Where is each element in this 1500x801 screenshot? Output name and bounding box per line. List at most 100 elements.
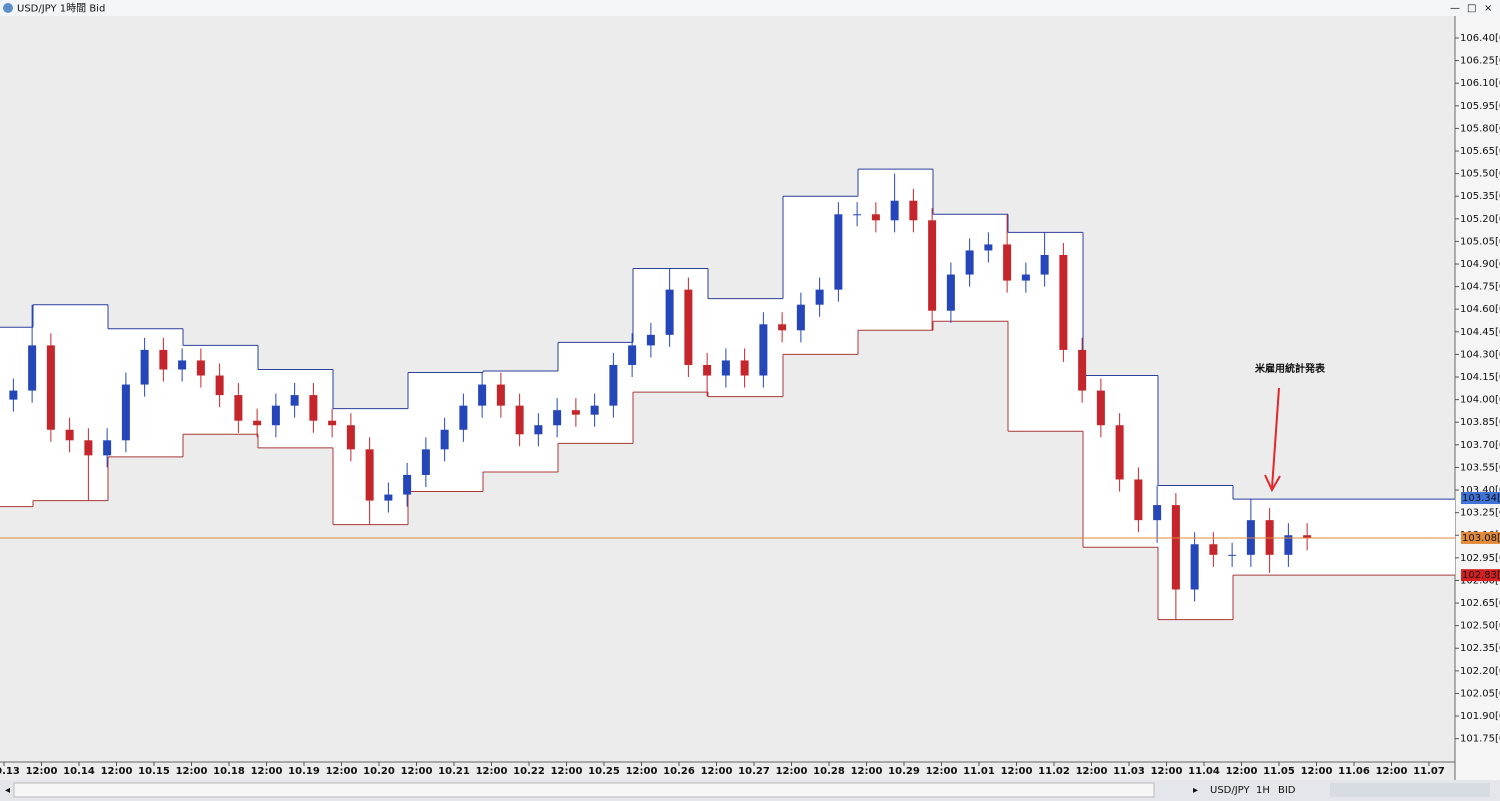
range-box — [708, 298, 783, 397]
y-tick-label: 103.55[0 — [1460, 462, 1500, 473]
y-tick-label: 102.20[0 — [1460, 666, 1500, 677]
y-tick-label: 105.50[0 — [1460, 169, 1500, 180]
y-tick-label: 103.40[0 — [1460, 485, 1500, 496]
range-box — [33, 304, 108, 501]
y-tick-label: 106.40[0 — [1460, 33, 1500, 44]
x-tick-label: 12:00 — [101, 766, 133, 777]
x-tick-label: 12:00 — [1301, 766, 1333, 777]
annotation-arrow — [1271, 387, 1280, 489]
range-box — [108, 328, 183, 457]
x-tick-label: 12:00 — [701, 766, 733, 777]
y-tick-label: 102.35[0 — [1460, 643, 1500, 654]
scroll-left[interactable]: ◂ — [5, 785, 10, 796]
y-tick-label: 102.65[0 — [1460, 598, 1500, 609]
scrollbar[interactable] — [13, 782, 1155, 798]
candle-body — [628, 345, 637, 365]
x-tick-label: 11.05 — [1263, 766, 1295, 777]
maximize-button[interactable]: □ — [1467, 3, 1476, 14]
candle-body — [1096, 390, 1105, 426]
close-button[interactable]: × — [1484, 3, 1492, 14]
candle-body — [1153, 505, 1162, 521]
range-box — [858, 169, 933, 331]
candle-body — [984, 244, 993, 251]
x-tick-label: 12:00 — [926, 766, 958, 777]
x-tick-label: 10.14 — [63, 766, 95, 777]
candle-body — [721, 360, 730, 376]
candle-body — [965, 250, 974, 275]
scroll-right[interactable]: ▸ — [1193, 785, 1198, 796]
x-tick-label: 10.20 — [363, 766, 395, 777]
candle-body — [478, 384, 487, 406]
y-tick-label: 104.15[0 — [1460, 372, 1500, 383]
y-tick-label: 104.60[0 — [1460, 304, 1500, 315]
candle-body — [853, 214, 862, 216]
candle-body — [778, 324, 787, 331]
candle-body — [1003, 244, 1012, 281]
y-tick-label: 104.30[0 — [1460, 349, 1500, 360]
tool-buttons[interactable] — [1330, 783, 1490, 797]
minimize-button[interactable]: — — [1450, 3, 1460, 14]
candle-body — [834, 214, 843, 290]
candle-body — [65, 429, 74, 441]
candle-body — [815, 289, 824, 305]
candle-body — [103, 440, 112, 456]
candle-body — [28, 345, 37, 391]
candle-body — [1115, 425, 1124, 480]
candle-body — [534, 425, 543, 435]
x-tick-label: 10.26 — [663, 766, 695, 777]
candle-body — [665, 289, 674, 335]
candle-body — [1171, 505, 1180, 590]
y-tick-label: 104.00[0 — [1460, 395, 1500, 406]
price-marker — [1461, 492, 1500, 505]
candle-body — [84, 440, 93, 456]
price-marker — [1461, 531, 1500, 544]
candle-body — [178, 360, 187, 370]
candle-body — [646, 334, 655, 346]
x-tick-label: 11.04 — [1188, 766, 1220, 777]
x-tick-label: 10.25 — [588, 766, 620, 777]
range-box — [258, 369, 333, 448]
y-tick-label: 105.95[0 — [1460, 101, 1500, 112]
annotation-arrowhead — [1264, 474, 1281, 493]
side-selector[interactable]: BID — [1278, 785, 1296, 796]
symbol-selector[interactable]: USD/JPY — [1210, 785, 1250, 796]
candle-body — [290, 395, 299, 406]
candle-body — [909, 200, 918, 221]
candle-body — [871, 214, 880, 221]
x-tick-label: 11.02 — [1038, 766, 1070, 777]
candle-body — [553, 410, 562, 426]
candle-body — [46, 345, 55, 430]
x-tick-label: 12:00 — [776, 766, 808, 777]
candle-body — [215, 375, 224, 396]
annotation: 米雇用統計発表 — [1255, 362, 1326, 375]
y-tick-label: 104.75[0 — [1460, 282, 1500, 293]
candle-body — [684, 289, 693, 365]
x-tick-label: 12:00 — [1376, 766, 1408, 777]
candle-body — [459, 405, 468, 430]
y-tick-label: 104.45[0 — [1460, 327, 1500, 338]
period-selector[interactable]: 1H — [1256, 785, 1270, 796]
candle-body — [946, 274, 955, 311]
title-bar — [0, 0, 1500, 16]
window-title: USD/JPY 1時間 Bid — [17, 3, 105, 15]
x-tick-label: 10.29 — [888, 766, 920, 777]
range-box — [558, 342, 633, 444]
price-marker-label: 102.83[5] — [1462, 570, 1500, 581]
y-tick-label: 105.35[0 — [1460, 191, 1500, 202]
x-tick-label: 12:00 — [1226, 766, 1258, 777]
x-tick-label: 11.01 — [963, 766, 995, 777]
candle-body — [1209, 544, 1218, 555]
x-tick-label: 11.07 — [1413, 766, 1445, 777]
candle-body — [496, 384, 505, 406]
candle-body — [346, 425, 355, 450]
range-box — [783, 196, 858, 355]
x-tick-label: 12:00 — [176, 766, 208, 777]
x-tick-label: 12:00 — [26, 766, 58, 777]
candle-body — [271, 405, 280, 426]
candle-body — [1040, 254, 1049, 275]
candle-body — [571, 410, 580, 415]
x-tick-label: 12:00 — [851, 766, 883, 777]
candle-body — [140, 349, 149, 385]
